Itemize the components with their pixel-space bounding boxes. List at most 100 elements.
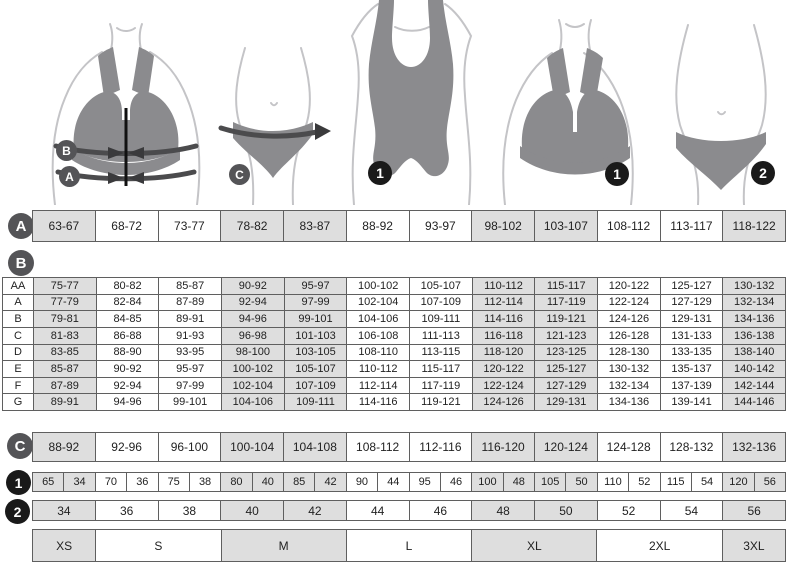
underbust-range-cell: 118-122: [722, 211, 785, 241]
bust-range-cell: 131-133: [659, 327, 723, 344]
bust-range-cell: 128-130: [597, 344, 660, 361]
bra-number-badge: 1: [605, 162, 629, 186]
band-size-cell: 95: [418, 476, 431, 488]
intl-size-row: XS S M L XL 2XL 3XL: [32, 529, 786, 562]
eu-size-cell: 50: [534, 501, 597, 520]
cup-label-cell: B: [3, 311, 33, 327]
bust-range-cell: 114-116: [471, 311, 535, 327]
eu-size-cell: 52: [596, 501, 660, 520]
neck-line: [109, 23, 114, 51]
band-size-cell: 105: [541, 476, 560, 488]
measure-label-b-badge: B: [56, 140, 77, 161]
body-outline: [742, 24, 767, 205]
bust-range-cell: 107-109: [409, 294, 472, 311]
panty-figure: [675, 24, 767, 205]
bodysuit-garment: [368, 0, 454, 177]
bust-range-cell: 77-79: [33, 294, 96, 311]
bust-range-cell: 137-139: [659, 377, 723, 394]
bust-range-cell: 127-129: [659, 294, 723, 311]
bust-range-cell: 123-125: [534, 344, 598, 361]
bust-range-cell: 97-99: [158, 377, 221, 394]
cup-label-cell: A: [3, 294, 33, 311]
underbust-range-cell: 78-82: [220, 211, 283, 241]
band-size-cell: 100: [478, 476, 497, 488]
bust-range-cell: 83-85: [33, 344, 96, 361]
bra-band: [520, 146, 630, 175]
bust-range-cell: 84-85: [95, 311, 159, 327]
bust-range-cell: 88-90: [95, 344, 159, 361]
bust-range-cell: 95-97: [158, 361, 221, 377]
bust-range-cell: 120-122: [597, 278, 660, 294]
band-size-pair: 110 52: [596, 473, 660, 491]
bust-range-cell: 108-110: [346, 344, 409, 361]
bust-range-cell: 124-126: [597, 311, 660, 327]
bust-range-cell: 120-122: [471, 361, 535, 377]
bust-range-cell: 140-142: [722, 361, 786, 377]
chin-line: [394, 26, 430, 32]
band-size-pair: 90 44: [345, 473, 409, 491]
bust-range-cell: 115-117: [409, 361, 472, 377]
neck-line: [138, 23, 143, 51]
bust-range-cell: 129-131: [534, 394, 598, 410]
bust-range-cell: 144-146: [722, 394, 786, 410]
bust-range-cell: 75-77: [33, 278, 96, 294]
bust-range-cell: 105-107: [409, 278, 472, 294]
cup-label-cell: E: [3, 361, 33, 377]
arrowhead-icon: [108, 147, 124, 159]
bust-range-cell: 142-144: [722, 377, 786, 394]
hip-range-cell: 96-100: [157, 433, 221, 461]
bust-range-cell: 114-116: [346, 394, 409, 410]
bust-range-cell: 130-132: [597, 361, 660, 377]
bust-range-cell: 104-106: [346, 311, 409, 327]
eu-size-cell: 42: [283, 501, 346, 520]
body-outline: [149, 51, 201, 205]
underbust-range-cell: 83-87: [283, 211, 346, 241]
bra-strap: [547, 48, 570, 99]
band-size-pair: 120 56: [722, 473, 785, 491]
bust-range-cell: 102-104: [221, 377, 284, 394]
arrowhead-icon: [315, 123, 331, 140]
row-b-badge: B: [8, 250, 34, 276]
eu-size-cell: 48: [471, 501, 534, 520]
bust-range-cell: 124-126: [471, 394, 535, 410]
cup-size-row: C 81-83 86-88 91-93 96-98 101-103 106-108 111-1…: [3, 326, 786, 344]
bust-range-cell: 86-88: [95, 327, 159, 344]
bust-range-cell: 112-114: [346, 377, 409, 394]
eu-equiv-cell: 50: [565, 473, 596, 491]
bust-range-cell: 134-136: [722, 311, 786, 327]
bust-range-cell: 129-131: [659, 311, 723, 327]
bust-range-cell: 97-99: [283, 294, 347, 311]
arrowhead-icon: [128, 147, 144, 159]
bust-range-cell: 85-87: [33, 361, 96, 377]
cup-label-cell: G: [3, 394, 33, 410]
bust-range-cell: 98-100: [221, 344, 284, 361]
band-size-pair: 80 40: [220, 473, 283, 491]
bust-range-cell: 116-118: [471, 327, 535, 344]
bust-range-cell: 85-87: [158, 278, 221, 294]
hip-range-row: 88-92 92-96 96-100 100-104 104-108 108-112 112…: [32, 432, 786, 462]
bust-range-cell: 130-132: [722, 278, 786, 294]
hip-range-cell: 116-120: [471, 433, 534, 461]
bust-range-cell: 138-140: [722, 344, 786, 361]
eu-size-cell: 54: [659, 501, 723, 520]
hip-measure-arrow: [218, 125, 320, 139]
bust-range-cell: 91-93: [158, 327, 221, 344]
underbust-range-cell: 108-112: [596, 211, 660, 241]
bra-strap: [132, 47, 154, 97]
bust-range-cell: 133-135: [659, 344, 723, 361]
underbust-range-cell: 63-67: [33, 211, 95, 241]
underbust-range-cell: 93-97: [408, 211, 472, 241]
hip-range-cell: 120-124: [534, 433, 597, 461]
bust-range-cell: 119-121: [534, 311, 598, 327]
bust-range-cell: 139-141: [659, 394, 723, 410]
chin-line: [116, 27, 136, 32]
bust-range-cell: 119-121: [409, 394, 472, 410]
eu-size-cell: 34: [33, 501, 95, 520]
bust-range-cell: 117-119: [534, 294, 598, 311]
bust-size-table: AA 75-77 80-82 85-87 90-92 95-97 100-102 105-10…: [2, 277, 786, 411]
band-size-cell: 90: [355, 476, 369, 488]
intl-size-cell: XL: [471, 530, 597, 561]
body-outline: [502, 52, 553, 205]
bust-range-cell: 100-102: [221, 361, 284, 377]
